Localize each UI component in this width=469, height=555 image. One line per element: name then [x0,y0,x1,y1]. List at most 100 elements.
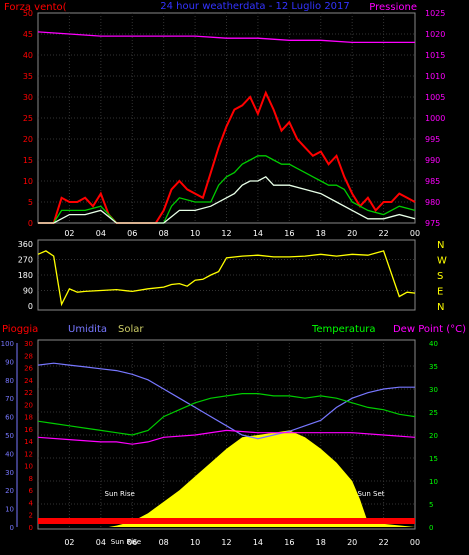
hour-tick-label: 10 [190,538,200,547]
hour-tick-label: 02 [64,538,74,547]
humidity-tick-label: 14 [24,438,33,446]
compass-label: N [437,302,444,313]
wind-tick-label: 30 [23,93,33,102]
wind-tick-label: 20 [23,135,33,144]
pressure-tick-label: 1020 [425,30,445,39]
hour-tick-label: 14 [253,229,263,238]
hour-tick-label: 20 [347,538,357,547]
rain-tick-label: 70 [5,395,14,403]
humidity-tick-label: 4 [29,499,34,507]
rain-tick-label: 100 [1,340,14,348]
hour-tick-label: 12 [221,229,231,238]
pressure-tick-label: 980 [425,198,440,207]
hour-tick-label: 10 [190,229,200,238]
humidity-tick-label: 22 [24,389,33,397]
chart-title: 24 hour weatherdata - 12 Luglio 2017 [160,1,350,12]
humidity-tick-label: 2 [29,512,33,520]
hour-tick-label: 12 [221,538,231,547]
wind-tick-label: 15 [23,156,33,165]
rain-tick-label: 20 [5,487,14,495]
direction-tick-label: 0 [28,302,33,311]
rain-tick-label: 60 [5,414,14,422]
direction-tick-label: 270 [18,256,33,265]
temp-tick-label: 30 [429,386,438,394]
temperature-axis-label: Temperatura [311,324,376,335]
compass-label: E [437,287,443,298]
hour-tick-label: 18 [316,229,326,238]
pressure-axis-label: Pressione [369,2,417,13]
solar-axis-label: Solar [118,324,144,335]
temp-tick-label: 40 [429,340,438,348]
hour-tick-label: 04 [96,229,106,238]
direction-tick-label: 180 [18,271,33,280]
direction-tick-label: 360 [18,240,33,249]
series-solar [38,430,415,527]
hour-tick-label: 08 [159,538,169,547]
hour-tick-label: 04 [96,538,106,547]
rain-tick-label: 30 [5,469,14,477]
pressure-tick-label: 1005 [425,93,445,102]
temp-tick-label: 35 [429,363,438,371]
pressure-tick-label: 975 [425,219,440,228]
hour-tick-label: 20 [347,229,357,238]
temp-tick-label: 15 [429,455,438,463]
humidity-tick-label: 20 [24,401,33,409]
wind-tick-label: 0 [28,219,33,228]
compass-label: S [437,271,443,282]
humidity-tick-label: 16 [24,426,33,434]
pressure-tick-label: 1000 [425,114,445,123]
rain-tick-label: 0 [10,524,14,532]
wind-tick-label: 50 [23,9,33,18]
pressure-tick-label: 1015 [425,51,445,60]
hour-tick-label: 22 [378,229,388,238]
rain-tick-label: 90 [5,358,14,366]
wind-tick-label: 25 [23,114,33,123]
series-rain [38,518,415,524]
wind-tick-label: 10 [23,177,33,186]
humidity-tick-label: 26 [24,365,33,373]
wind-axis-label: Forza vento( [4,2,67,13]
humidity-axis-label: Umidita [68,324,107,335]
wind-tick-label: 40 [23,51,33,60]
series-wind [38,155,416,224]
dewpoint-axis-label: Dew Point (°C) [393,324,466,335]
hour-tick-label: 06 [127,538,137,547]
compass-label: N [437,240,444,251]
series-wind_direction [37,250,416,307]
series-temperature [37,393,416,436]
pressure-tick-label: 985 [425,177,440,186]
series-wind_avg [38,175,416,224]
temp-tick-label: 20 [429,432,438,440]
humidity-tick-label: 6 [29,487,34,495]
temp-tick-label: 5 [429,501,433,509]
humidity-tick-label: 30 [24,340,33,348]
rain-tick-label: 50 [5,432,14,440]
hour-tick-label: 00 [410,229,420,238]
pressure-tick-label: 995 [425,135,440,144]
series-gust [38,90,416,224]
hour-tick-label: 16 [284,538,294,547]
hour-tick-label: 00 [410,538,420,547]
humidity-tick-label: 8 [29,475,33,483]
sunrise-annotation-bottom: Sun Rise [111,538,141,546]
humidity-tick-label: 18 [24,414,33,422]
humidity-tick-label: 12 [24,450,33,458]
compass-label: W [437,256,447,267]
rain-tick-label: 10 [5,506,14,514]
hour-tick-label: 14 [253,538,263,547]
temp-tick-label: 25 [429,409,438,417]
hour-tick-label: 06 [127,229,137,238]
temp-tick-label: 10 [429,478,438,486]
hour-tick-label: 02 [64,229,74,238]
humidity-tick-label: 10 [24,463,33,471]
hour-tick-label: 22 [378,538,388,547]
rain-tick-label: 40 [5,450,14,458]
wind-tick-label: 5 [28,198,33,207]
rain-tick-label: 80 [5,377,14,385]
series-pressure [37,31,415,44]
hour-tick-label: 18 [316,538,326,547]
wind-direction-panel [37,239,416,311]
wind-tick-label: 45 [23,30,33,39]
pressure-tick-label: 1010 [425,72,445,81]
wind-tick-label: 35 [23,72,33,81]
